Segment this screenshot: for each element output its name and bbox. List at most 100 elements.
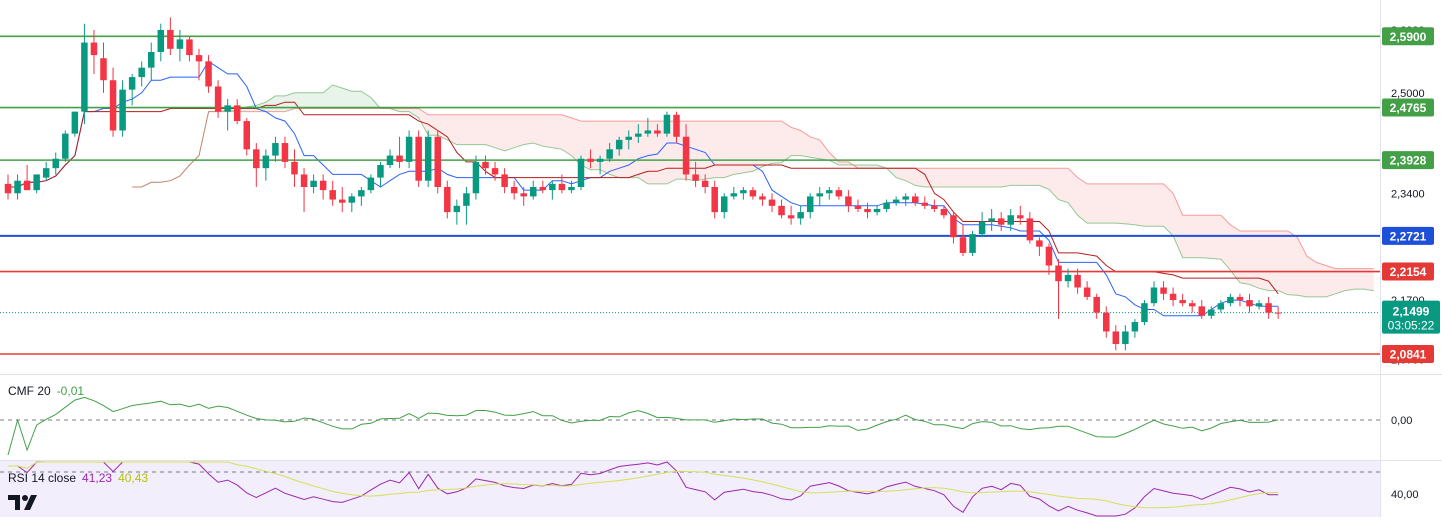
candle-body bbox=[71, 111, 79, 134]
candle-body bbox=[214, 86, 222, 112]
candle-body bbox=[701, 180, 709, 187]
candle-body bbox=[339, 199, 346, 203]
candle-body bbox=[243, 121, 250, 150]
candle-body bbox=[148, 51, 155, 68]
candle-body bbox=[873, 208, 881, 213]
candle-body bbox=[883, 202, 890, 209]
candle-body bbox=[558, 183, 566, 191]
candle-body bbox=[978, 221, 986, 235]
candle-body bbox=[940, 208, 948, 216]
candle-body bbox=[1274, 312, 1282, 314]
level-label: 2,0841 bbox=[1390, 348, 1427, 362]
candle-body bbox=[912, 196, 919, 203]
level-label: 2,2154 bbox=[1390, 265, 1427, 279]
candle-body bbox=[1122, 331, 1129, 345]
countdown-label: 03:05:22 bbox=[1388, 319, 1435, 333]
cmf-legend[interactable]: CMF 20 -0,01 bbox=[8, 384, 90, 398]
candle-body bbox=[1265, 303, 1272, 313]
cmf-legend-label: CMF 20 bbox=[8, 384, 51, 398]
cmf-legend-value: -0,01 bbox=[56, 384, 85, 398]
kumo-area bbox=[132, 84, 390, 187]
candle-body bbox=[1217, 303, 1225, 310]
candle-body bbox=[587, 158, 594, 162]
candle-body bbox=[1179, 300, 1186, 304]
candle-body bbox=[530, 187, 537, 197]
candle-body bbox=[596, 158, 604, 162]
candle-body bbox=[1150, 287, 1158, 304]
candle-body bbox=[740, 190, 747, 194]
rsi-legend[interactable]: RSI 14 close 41,23 40,43 bbox=[8, 471, 154, 485]
candle-body bbox=[1246, 300, 1253, 307]
candlestick-series bbox=[4, 17, 1282, 351]
candle-body bbox=[568, 187, 575, 191]
candle-body bbox=[663, 114, 671, 134]
candle-body bbox=[931, 205, 938, 209]
candle-body bbox=[969, 234, 976, 253]
candle-body bbox=[1236, 296, 1244, 301]
candle-body bbox=[262, 155, 270, 169]
candle-body bbox=[1007, 215, 1014, 225]
candle-body bbox=[1064, 274, 1072, 282]
candle-body bbox=[42, 168, 50, 178]
candle-body bbox=[682, 136, 690, 175]
candle-body bbox=[186, 39, 193, 56]
rsi-line bbox=[8, 461, 1279, 517]
candle-body bbox=[463, 193, 470, 206]
candle-body bbox=[319, 180, 327, 191]
senkou-span-b-line bbox=[132, 108, 1374, 270]
candle-body bbox=[1093, 296, 1100, 313]
candle-body bbox=[539, 187, 547, 191]
level-label: 2,4765 bbox=[1390, 101, 1427, 115]
candle-body bbox=[1074, 274, 1081, 288]
candle-body bbox=[1131, 322, 1139, 332]
candle-body bbox=[1208, 309, 1215, 316]
candle-body bbox=[109, 80, 117, 131]
rsi-legend-value: 41,23 bbox=[82, 471, 113, 485]
candle-body bbox=[577, 158, 585, 187]
candle-body bbox=[377, 165, 384, 178]
tradingview-logo[interactable] bbox=[6, 491, 42, 513]
candle-body bbox=[721, 196, 728, 213]
candle-body bbox=[329, 190, 336, 200]
candle-body bbox=[1055, 265, 1062, 282]
candle-body bbox=[1188, 303, 1196, 307]
candle-body bbox=[472, 161, 480, 194]
candle-body bbox=[300, 174, 308, 187]
candle-body bbox=[692, 174, 699, 181]
rsi-legend-label: RSI 14 close bbox=[8, 471, 77, 485]
level-label-box bbox=[1382, 226, 1434, 245]
candle-body bbox=[959, 237, 967, 253]
cmf-axis-label: 0,00 bbox=[1391, 415, 1412, 427]
candle-body bbox=[644, 130, 652, 134]
kumo-area bbox=[896, 168, 1374, 297]
candle-body bbox=[606, 149, 613, 159]
candle-body bbox=[864, 208, 871, 213]
candle-body bbox=[1036, 240, 1043, 247]
candle-body bbox=[224, 105, 231, 112]
candle-body bbox=[281, 143, 289, 162]
candle-body bbox=[176, 39, 184, 49]
horizontal-levels bbox=[0, 35, 1380, 355]
candle-body bbox=[826, 190, 833, 194]
senkou-span-a-line bbox=[132, 84, 1374, 298]
candle-body bbox=[1198, 306, 1205, 316]
candle-body bbox=[453, 205, 461, 213]
candle-body bbox=[1255, 303, 1263, 307]
candle-body bbox=[358, 190, 365, 197]
candle-body bbox=[52, 158, 59, 169]
candle-body bbox=[1083, 287, 1091, 297]
candle-body bbox=[797, 212, 804, 219]
candle-body bbox=[1017, 215, 1024, 219]
level-labels: 2,5900 2,4765 2,3928 2,2721 2,2154 2,0841 2,14… bbox=[1382, 27, 1440, 364]
candle-body bbox=[33, 174, 40, 191]
candle-body bbox=[1045, 246, 1053, 266]
candle-body bbox=[205, 61, 212, 87]
price-tick-label: 2,5000 bbox=[1391, 88, 1425, 100]
rsi-pane-band bbox=[0, 461, 1380, 517]
price-tick-label: 2,3400 bbox=[1391, 188, 1425, 200]
rsi-indicator: 40,00 bbox=[0, 461, 1419, 517]
tradingview-logo-icon bbox=[8, 495, 37, 510]
candle-body bbox=[14, 180, 21, 194]
